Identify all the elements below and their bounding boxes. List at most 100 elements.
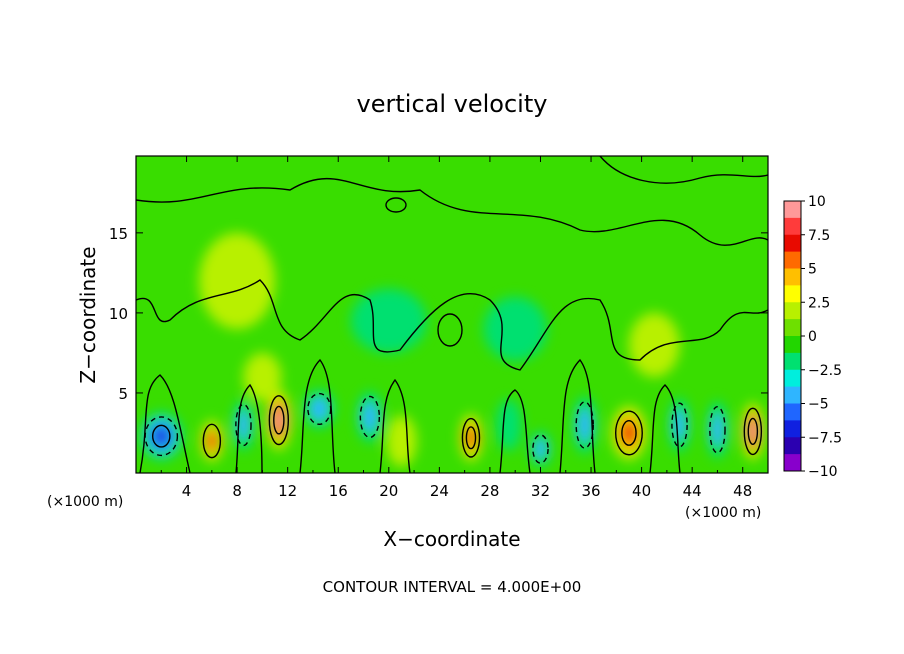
negative-contour bbox=[709, 406, 726, 454]
colorbar-swatch bbox=[784, 403, 801, 421]
colorbar-tick-label: −7.5 bbox=[808, 430, 842, 446]
field-cell bbox=[483, 296, 547, 361]
negative-contour bbox=[532, 434, 549, 464]
y-axis: 5 10 15 bbox=[109, 225, 768, 403]
field-cell bbox=[621, 421, 637, 445]
positive-contour bbox=[151, 424, 171, 448]
x-unit-right: (×1000 m) bbox=[685, 505, 761, 521]
contour-interval-footer: CONTOUR INTERVAL = 4.000E+00 bbox=[323, 578, 582, 596]
field-cell bbox=[237, 409, 250, 441]
x-tick-label: 4 bbox=[182, 482, 192, 500]
colorbar-tick-label: −2.5 bbox=[808, 363, 842, 379]
y-tick-label: 10 bbox=[109, 305, 128, 323]
field-cell bbox=[628, 312, 680, 377]
contour-line bbox=[235, 383, 263, 473]
field-cell bbox=[711, 412, 724, 448]
x-tick-label: 36 bbox=[581, 482, 600, 500]
field-cell bbox=[577, 407, 592, 443]
positive-contour bbox=[461, 417, 481, 458]
x-tick-label: 16 bbox=[329, 482, 348, 500]
colorbar-swatch bbox=[784, 285, 801, 303]
colorbar-swatch bbox=[784, 352, 801, 371]
positive-contour bbox=[202, 423, 222, 459]
colorbar-swatch bbox=[784, 420, 801, 438]
positive-contour bbox=[273, 405, 285, 435]
positive-contour bbox=[268, 395, 290, 446]
colorbar-swatch bbox=[784, 454, 801, 472]
y-axis-label: Z−coordinate bbox=[76, 246, 100, 383]
contour-line bbox=[139, 374, 191, 473]
contour-line bbox=[499, 389, 531, 473]
negative-contour bbox=[235, 403, 252, 447]
x-tick-label: 48 bbox=[733, 482, 752, 500]
field-cell bbox=[274, 410, 284, 431]
colorbar-tick-label: 10 bbox=[808, 194, 826, 210]
negative-contour bbox=[144, 416, 179, 457]
negative-contour bbox=[575, 401, 594, 449]
colorbar-tick-label: 2.5 bbox=[808, 295, 830, 311]
colorbar-tick-label: 7.5 bbox=[808, 228, 830, 244]
chart-title: vertical velocity bbox=[357, 90, 548, 118]
negative-contour bbox=[671, 402, 688, 448]
colorbar-swatch bbox=[784, 251, 801, 269]
colorbar-swatch bbox=[784, 302, 801, 320]
y-tick-label: 15 bbox=[109, 225, 128, 243]
x-tick-label: 40 bbox=[632, 482, 651, 500]
colorbar-swatch bbox=[784, 217, 801, 236]
plot-frame bbox=[135, 155, 769, 474]
contour-line bbox=[136, 279, 768, 371]
field-cell bbox=[152, 425, 171, 447]
colorbar-swatch bbox=[784, 369, 801, 388]
colorbar-tick-label: 0 bbox=[808, 329, 817, 345]
colorbar-tick-label: 5 bbox=[808, 262, 817, 278]
positive-contour bbox=[614, 410, 643, 456]
field-cell bbox=[749, 421, 757, 441]
velocity-field bbox=[139, 232, 765, 467]
x-axis: 4 8 12 16 20 24 28 32 36 40 44 48 bbox=[160, 156, 752, 500]
contour-line bbox=[437, 313, 463, 347]
plot-area bbox=[136, 156, 768, 473]
colorbar: 10 7.5 5 2.5 0 −2.5 −5 −7.5 −10 bbox=[783, 194, 842, 480]
x-unit-left: (×1000 m) bbox=[47, 494, 123, 510]
field-cell bbox=[534, 438, 547, 460]
contour-line bbox=[559, 358, 596, 473]
positive-contour bbox=[743, 407, 763, 456]
field-cell bbox=[199, 232, 276, 329]
field-cell bbox=[350, 288, 427, 353]
x-tick-label: 12 bbox=[278, 482, 297, 500]
contour-line bbox=[599, 156, 768, 184]
x-axis-label: X−coordinate bbox=[383, 527, 520, 551]
x-tick-label: 24 bbox=[430, 482, 449, 500]
field-cell bbox=[386, 415, 417, 467]
colorbar-tick-label: −5 bbox=[808, 397, 829, 413]
colorbar-swatch bbox=[784, 319, 801, 337]
field-cell bbox=[466, 427, 476, 449]
zero-contours bbox=[136, 156, 768, 473]
contour-line bbox=[649, 384, 681, 473]
negative-contour bbox=[307, 392, 332, 426]
contour-line bbox=[136, 177, 768, 246]
field-cell bbox=[362, 401, 378, 433]
field-cell bbox=[243, 352, 282, 401]
y-tick-label: 5 bbox=[118, 385, 128, 403]
peak-contours bbox=[144, 392, 763, 464]
colorbar-tick-label: −10 bbox=[808, 464, 838, 480]
colorbar-swatch bbox=[784, 268, 801, 286]
field-cell bbox=[206, 432, 217, 450]
x-tick-label: 28 bbox=[480, 482, 499, 500]
contour-line bbox=[385, 197, 407, 213]
x-tick-label: 32 bbox=[531, 482, 550, 500]
x-tick-label: 8 bbox=[232, 482, 242, 500]
colorbar-swatch bbox=[784, 386, 801, 404]
contour-line bbox=[299, 358, 336, 473]
x-tick-label: 20 bbox=[379, 482, 398, 500]
contour-line bbox=[379, 378, 411, 473]
colorbar-swatch bbox=[784, 201, 801, 219]
positive-contour bbox=[621, 420, 637, 446]
positive-contour bbox=[747, 417, 759, 446]
field-cell bbox=[310, 397, 329, 421]
field-cell bbox=[496, 399, 522, 451]
colorbar-swatch bbox=[784, 234, 801, 253]
colorbar-swatch bbox=[784, 336, 801, 354]
